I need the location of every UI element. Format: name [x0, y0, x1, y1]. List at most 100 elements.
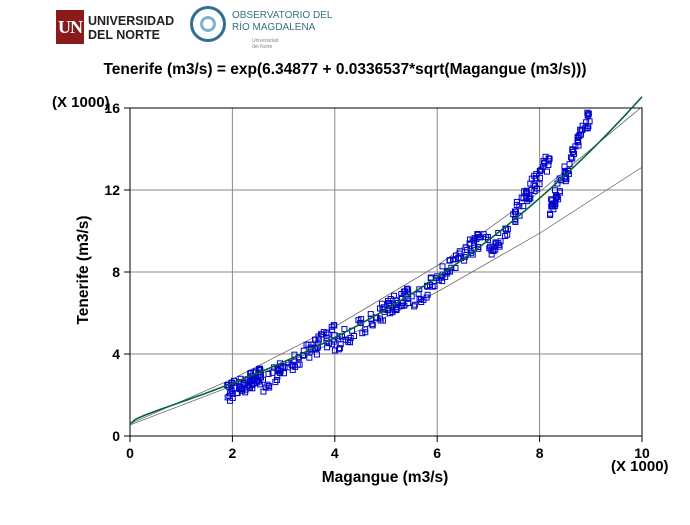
data-point	[552, 187, 559, 194]
data-point	[585, 111, 592, 118]
data-point	[439, 263, 446, 270]
data-point	[275, 367, 282, 374]
data-point	[387, 310, 394, 317]
data-point	[495, 229, 502, 236]
x-tick-label: 0	[126, 445, 134, 461]
data-point	[255, 378, 262, 385]
data-point	[231, 384, 238, 391]
data-point	[398, 290, 405, 297]
data-point	[527, 180, 534, 187]
fit-curve	[129, 96, 643, 425]
data-point	[579, 126, 586, 133]
data-point	[493, 240, 500, 247]
data-point	[531, 188, 538, 195]
data-point	[411, 303, 418, 310]
data-point	[336, 345, 343, 352]
data-point	[313, 351, 320, 358]
data-point	[362, 329, 369, 336]
data-point	[369, 322, 376, 329]
data-point	[567, 154, 574, 161]
data-point	[518, 194, 525, 201]
data-point	[552, 194, 559, 201]
data-point	[424, 291, 431, 298]
data-point	[536, 168, 543, 175]
observatory-logo-text: OBSERVATORIO DEL RÍO MAGDALENA	[232, 10, 333, 33]
data-point	[574, 134, 581, 141]
data-point	[265, 370, 272, 377]
x-tick-label: 2	[229, 445, 237, 461]
data-point	[256, 366, 263, 373]
data-point	[532, 175, 539, 182]
data-point	[448, 264, 455, 271]
data-point	[513, 198, 520, 205]
data-point	[536, 174, 543, 181]
data-point	[550, 206, 557, 213]
data-point	[516, 212, 523, 219]
data-point	[524, 198, 531, 205]
data-point	[474, 230, 481, 237]
data-point	[502, 232, 509, 239]
data-point	[586, 118, 593, 125]
data-point	[446, 257, 453, 264]
data-point	[512, 208, 519, 215]
data-point	[442, 273, 449, 280]
data-point	[387, 295, 394, 302]
data-point	[315, 336, 322, 343]
data-point	[306, 354, 313, 361]
data-point	[312, 336, 319, 343]
data-point	[393, 305, 400, 312]
data-point	[543, 168, 550, 175]
data-point	[585, 110, 592, 117]
data-point	[320, 329, 327, 336]
data-point	[324, 344, 331, 351]
observatory-logo-subtext: Universidad del Norte	[252, 38, 279, 50]
data-point	[248, 382, 255, 389]
chart-title: Tenerife (m3/s) = exp(6.34877 + 0.033653…	[103, 61, 587, 78]
data-point	[411, 301, 418, 308]
data-point	[546, 155, 553, 162]
x-tick-label: 10	[634, 445, 650, 461]
data-point	[541, 160, 548, 167]
data-point	[351, 333, 358, 340]
prediction-band	[129, 106, 643, 426]
data-point	[272, 379, 279, 386]
y-tick-label: 0	[112, 428, 120, 444]
data-point	[569, 146, 576, 153]
data-point	[540, 163, 547, 170]
data-point	[547, 211, 554, 218]
band-lower-line	[129, 166, 643, 426]
data-point	[405, 300, 412, 307]
data-point	[390, 292, 397, 299]
x-axis-label: Magangue (m3/s)	[322, 469, 449, 486]
data-point	[485, 236, 492, 243]
data-points	[224, 109, 593, 404]
data-point	[281, 364, 288, 371]
data-point	[378, 300, 385, 307]
data-point	[397, 302, 404, 309]
data-point	[367, 311, 374, 318]
data-point	[566, 161, 573, 168]
data-point	[416, 295, 423, 302]
data-point	[328, 323, 335, 330]
observatory-logo-icon	[190, 6, 226, 42]
data-point	[276, 360, 283, 367]
data-point	[285, 364, 292, 371]
data-point	[456, 250, 463, 257]
data-point	[242, 389, 249, 396]
x-tick-label: 8	[536, 445, 544, 461]
data-point	[367, 315, 374, 322]
data-point	[296, 361, 303, 368]
grid-lines	[129, 107, 643, 437]
axis-ticks: 0 2 4 6 8 10 0 4 8 12 16	[104, 100, 650, 461]
data-point	[525, 196, 532, 203]
data-point	[575, 142, 582, 149]
data-point	[488, 251, 495, 258]
band-upper-line	[129, 106, 643, 425]
data-point	[431, 282, 438, 289]
data-point	[237, 384, 244, 391]
x-axis-multiplier: (X 1000)	[611, 458, 669, 475]
data-point	[520, 203, 527, 210]
data-point	[341, 326, 348, 333]
data-point	[280, 370, 287, 377]
